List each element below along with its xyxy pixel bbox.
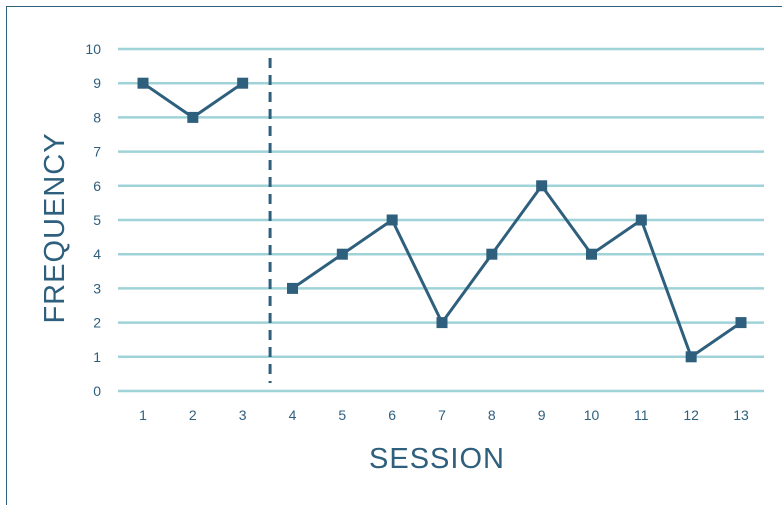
x-tick-label: 11 [634, 407, 649, 423]
data-point [237, 77, 249, 89]
y-tick-label: 2 [93, 315, 101, 331]
x-tick-label: 1 [139, 407, 147, 423]
data-point [486, 248, 498, 260]
y-tick-label: 0 [93, 383, 101, 399]
x-tick-labels: 1 2 3 4 5 6 7 8 9 10 11 12 13 [139, 407, 749, 423]
x-tick-label: 13 [733, 407, 749, 423]
data-point [386, 214, 398, 226]
y-tick-labels: 0 1 2 3 4 5 6 7 8 9 10 [85, 41, 101, 399]
y-tick-label: 10 [85, 41, 101, 57]
x-tick-label: 12 [683, 407, 699, 423]
data-point [735, 317, 747, 329]
x-tick-label: 10 [584, 407, 600, 423]
x-tick-label: 9 [538, 407, 546, 423]
data-point [635, 214, 647, 226]
series-line-2 [291, 183, 742, 360]
x-tick-label: 3 [239, 407, 247, 423]
data-point [436, 317, 448, 329]
y-tick-label: 7 [93, 144, 101, 160]
data-point [187, 111, 199, 123]
data-point [287, 282, 298, 294]
y-tick-label: 9 [93, 75, 101, 91]
chart-frame [6, 6, 782, 505]
data-point [536, 180, 548, 192]
y-tick-label: 5 [93, 212, 101, 228]
y-tick-label: 6 [93, 178, 101, 194]
y-tick-label: 8 [93, 109, 101, 125]
data-point [336, 248, 348, 260]
x-tick-label: 7 [438, 407, 446, 423]
data-point [586, 248, 597, 260]
x-axis-title: SESSION [369, 443, 505, 475]
data-point [137, 77, 149, 89]
x-tick-label: 8 [488, 407, 496, 423]
x-tick-label: 2 [189, 407, 197, 423]
x-tick-label: 6 [388, 407, 396, 423]
y-tick-label: 4 [93, 246, 101, 262]
y-axis-title: FREQUENCY [39, 132, 71, 323]
y-tick-label: 1 [93, 349, 101, 365]
data-point [685, 351, 697, 363]
x-tick-label: 5 [338, 407, 346, 423]
x-tick-label: 4 [289, 407, 297, 423]
grid-layer [118, 47, 764, 393]
series-layer [137, 77, 747, 363]
y-tick-label: 3 [93, 280, 101, 296]
